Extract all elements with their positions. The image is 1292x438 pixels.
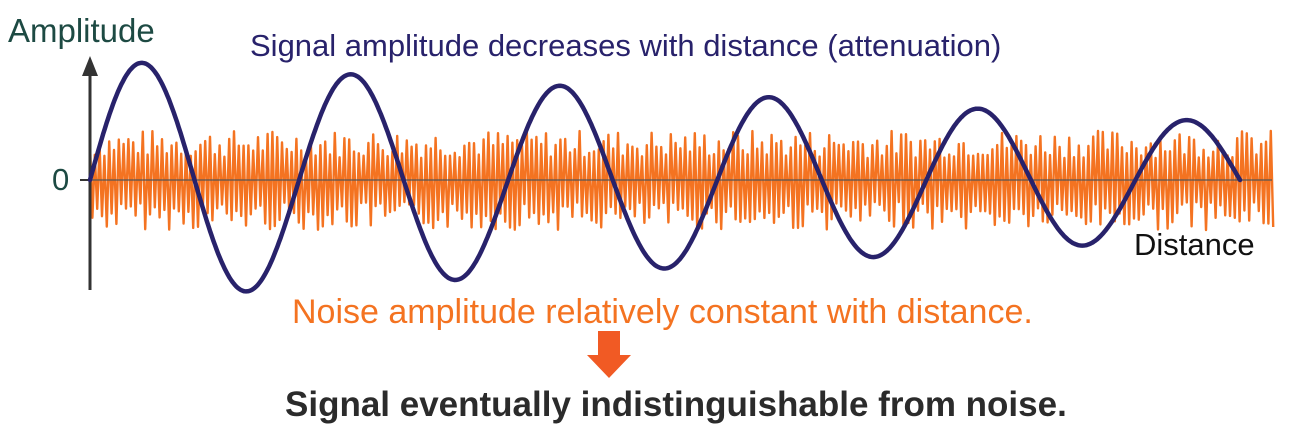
- signal-waveform: [87, 60, 1243, 294]
- up-arrow-icon: [82, 56, 98, 76]
- x-axis-label: Distance: [1134, 227, 1255, 262]
- y-axis-label: Amplitude: [8, 12, 155, 49]
- conclusion-text: Signal eventually indistinguishable from…: [285, 385, 1067, 424]
- diagram-title: Signal amplitude decreases with distance…: [250, 28, 1002, 63]
- zero-label: 0: [52, 162, 70, 197]
- noise-caption: Noise amplitude relatively constant with…: [292, 293, 1033, 331]
- down-arrow-icon: [587, 331, 631, 378]
- noise-waveform: [88, 129, 1275, 232]
